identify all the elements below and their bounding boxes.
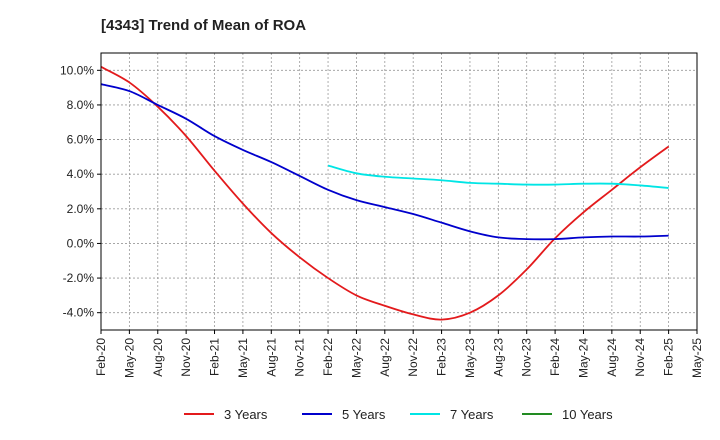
y-tick-label: 6.0% [67,133,95,147]
x-tick-label: Aug-21 [264,338,278,377]
legend-label-1: 3 Years [224,407,268,422]
y-tick-label: 4.0% [67,167,95,181]
x-tick-label: Feb-20 [94,338,108,376]
legend: 3 Years 5 Years 7 Years 10 Years [184,407,613,422]
x-tick-label: May-23 [463,338,477,378]
y-tick-label: 0.0% [67,236,95,250]
y-axis: 10.0% 8.0% 6.0% 4.0% 2.0% 0.0% -2.0% -4.0% [60,63,101,320]
series-lines [100,66,670,321]
x-tick-label: May-20 [122,338,136,378]
x-axis: Feb-20 May-20 Aug-20 Nov-20 Feb-21 May-21 Aug-… [94,330,704,378]
legend-label-2: 5 Years [342,407,386,422]
x-tick-label: Feb-21 [208,338,222,376]
x-tick-label: Aug-20 [151,338,165,377]
legend-label-3: 7 Years [450,407,494,422]
x-tick-label: Aug-22 [378,338,392,377]
series-line-2 [100,83,669,241]
x-tick-label: Nov-22 [406,338,420,377]
x-tick-label: Nov-20 [179,338,193,377]
y-tick-label: 8.0% [67,98,95,112]
x-tick-label: Nov-24 [633,338,647,377]
x-tick-label: Nov-23 [520,338,534,377]
gridlines [101,53,697,330]
x-tick-label: Aug-23 [491,338,505,377]
x-tick-label: Feb-22 [321,338,335,376]
x-tick-label: May-22 [349,338,363,378]
y-tick-label: 2.0% [67,202,95,216]
x-tick-label: Nov-21 [293,338,307,377]
x-tick-label: Feb-24 [548,338,562,376]
y-tick-label: -4.0% [63,306,95,320]
x-tick-label: Aug-24 [605,338,619,377]
series-line-1 [100,66,670,321]
series-line-3 [327,164,669,189]
x-tick-label: May-24 [576,338,590,378]
x-tick-label: May-21 [236,338,250,378]
x-tick-label: May-25 [690,338,704,378]
y-tick-label: -2.0% [63,271,95,285]
x-tick-label: Feb-23 [435,338,449,376]
legend-label-4: 10 Years [562,407,613,422]
y-tick-label: 10.0% [60,63,94,77]
plot-area [100,52,698,331]
chart-title: [4343] Trend of Mean of ROA [101,17,306,34]
x-tick-label: Feb-25 [662,338,676,376]
